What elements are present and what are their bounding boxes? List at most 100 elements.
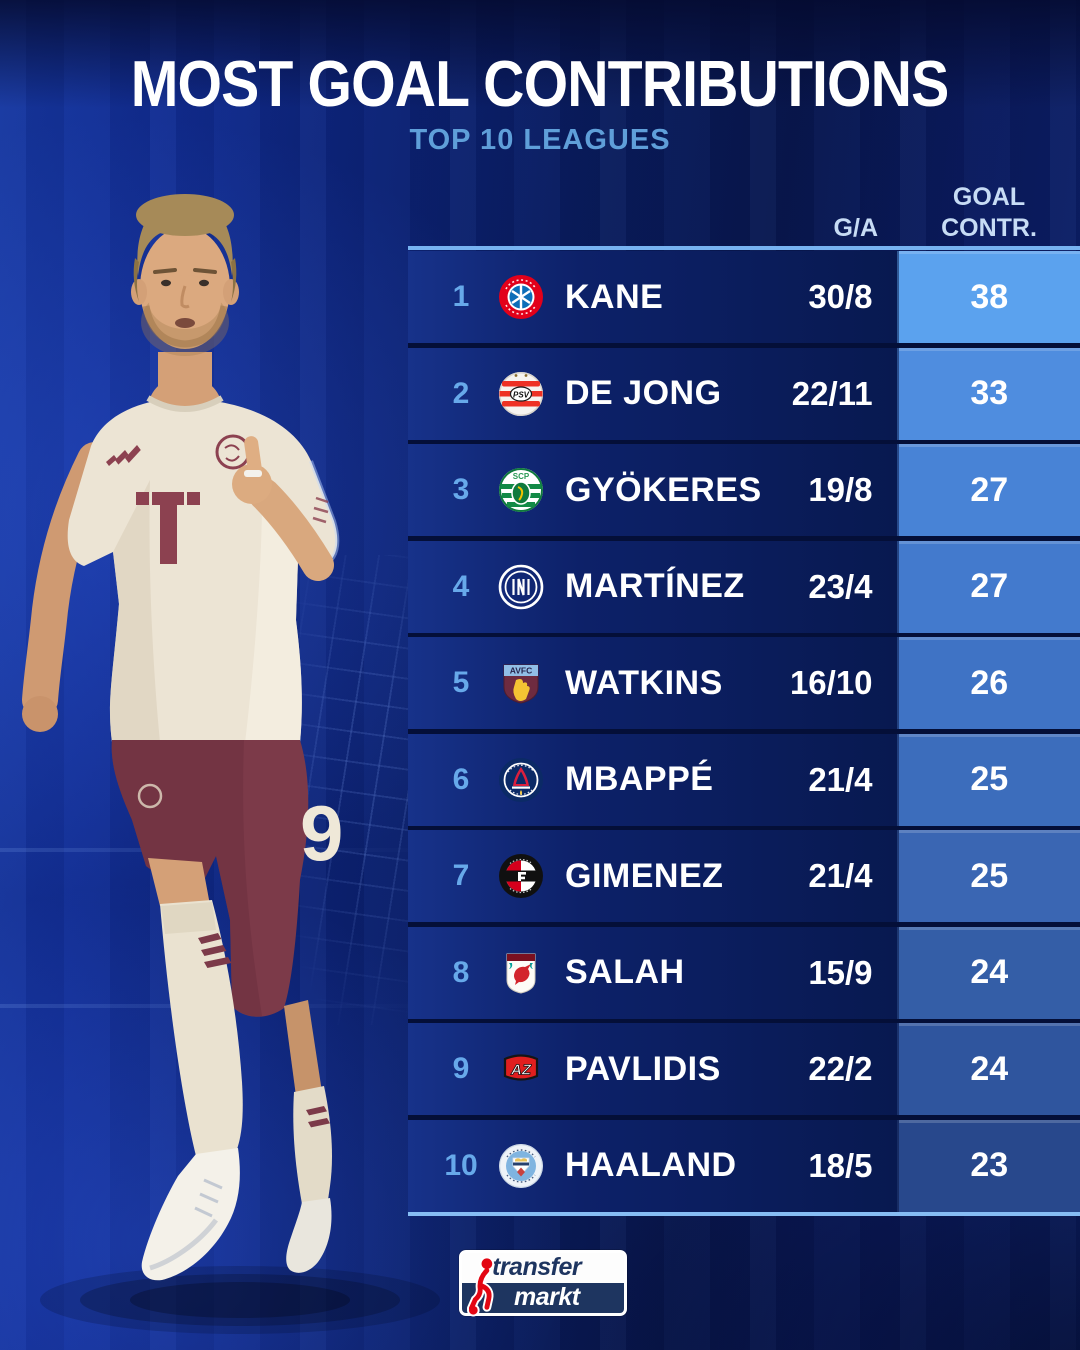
feyenoord-badge-icon	[498, 853, 544, 899]
player-name: GYÖKERES	[565, 470, 762, 509]
goal-contr-cell: 38	[896, 251, 1080, 343]
goal-contr-cell: 27	[896, 540, 1080, 633]
svg-text:SCP: SCP	[513, 472, 530, 481]
goal-contr-value: 38	[970, 277, 1009, 316]
table-row: 6 MBAPPÉ 21/4 25	[408, 733, 1080, 826]
shirt-number: 9	[300, 789, 343, 877]
goals-assists-value: 21/4	[808, 760, 873, 798]
goal-contr-cell: 24	[896, 1023, 1080, 1115]
rank-label: 9	[452, 1052, 470, 1085]
adidas-logo	[106, 445, 141, 466]
sporting-cp-badge-icon: SCP	[498, 467, 544, 513]
goal-contr-value: 27	[970, 567, 1009, 605]
aston-villa-badge-icon: AVFC	[498, 660, 544, 706]
goals-assists-value: 30/8	[808, 278, 873, 315]
bayern-munich-badge-icon	[498, 274, 544, 320]
page-title-text: MOST GOAL CONTRIBUTIONS	[131, 47, 950, 120]
player-name: DE JONG	[565, 374, 722, 412]
manchester-city-badge-icon	[498, 1143, 544, 1189]
table-row: 1 KANE 30/8 38	[408, 251, 1080, 343]
goal-contr-cell: 25	[896, 733, 1080, 826]
inter-milan-badge-icon	[498, 564, 544, 610]
player-name: GIMENEZ	[565, 856, 724, 895]
psg-badge-icon	[498, 757, 544, 803]
telekom-logo	[136, 492, 200, 564]
player-cell: 8 SALAH 15/9	[408, 926, 897, 1019]
az-alkmaar-badge-icon: AZ	[498, 1046, 544, 1092]
player-name: HAALAND	[565, 1146, 737, 1184]
svg-text:AZ: AZ	[510, 1062, 532, 1079]
pitch-line	[0, 848, 440, 852]
transfermarkt-player-icon	[467, 1256, 495, 1317]
table-row: 8 SALAH 15/9 24	[408, 926, 1080, 1019]
svg-text:AVFC: AVFC	[510, 666, 533, 676]
goal-contr-cell: 24	[896, 926, 1080, 1019]
goals-assists-value: 18/5	[808, 1146, 873, 1184]
goal-contr-cell: 27	[896, 444, 1080, 536]
table-row: 5 AVFC WATKINS 16/10 26	[408, 637, 1080, 729]
goal-contr-value: 24	[970, 1049, 1009, 1088]
goals-assists-value: 16/10	[789, 664, 873, 701]
goals-assists-value: 15/9	[808, 953, 873, 991]
table-row: 4 MARTÍNEZ 23/4 27	[408, 540, 1080, 633]
rank-label: 1	[452, 280, 470, 313]
rank-label: 7	[452, 859, 470, 892]
table-row: 7 GIMENEZ 21/4 25	[408, 830, 1080, 922]
psv-badge-icon: PSV	[498, 371, 544, 417]
goal-contr-value: 25	[970, 760, 1009, 798]
player-cell: 6 MBAPPÉ 21/4	[408, 733, 897, 826]
goal-contr-cell: 26	[896, 637, 1080, 729]
rank-label: 10	[444, 1148, 478, 1182]
table-row: 3 SCP GYÖKERES 19/8 27	[408, 444, 1080, 536]
bayern-crest-outline	[215, 434, 251, 470]
rank-label: 5	[452, 666, 470, 699]
player-cell: 3 SCP GYÖKERES 19/8	[408, 444, 897, 536]
table-top-border	[408, 246, 1080, 250]
svg-text:PSV: PSV	[513, 390, 530, 399]
player-name: SALAH	[565, 953, 685, 991]
column-header-goal-contr: GOAL CONTR.	[898, 182, 1080, 244]
ground-shadow	[40, 1266, 440, 1334]
rank-label: 3	[452, 473, 470, 506]
goal-contr-value: 24	[970, 953, 1009, 991]
goals-assists-value: 19/8	[808, 471, 873, 508]
goals-assists-value: 23/4	[808, 567, 873, 605]
table-row: 10 HAALAND 18/5 23	[408, 1119, 1080, 1212]
leaderboard-table: 1 KANE 30/8 38 2 PSV DE JONG 22/11 33 3 …	[408, 251, 1080, 1212]
player-name: KANE	[565, 277, 664, 316]
player-cell: 9 AZ PAVLIDIS 22/2	[408, 1023, 897, 1115]
rank-label: 4	[452, 569, 470, 603]
player-cell: 7 GIMENEZ 21/4	[408, 830, 897, 922]
pitch-line	[0, 1004, 430, 1008]
goals-assists-value: 22/11	[791, 374, 873, 412]
player-name: PAVLIDIS	[565, 1049, 721, 1088]
page-title: MOST GOAL CONTRIBUTIONS	[0, 46, 1080, 121]
player-cell: 1 KANE 30/8	[408, 251, 897, 343]
player-name: MBAPPÉ	[565, 760, 714, 798]
transfermarkt-logo: transfer markt	[459, 1250, 627, 1317]
player-head	[131, 194, 239, 356]
player-cell: 4 MARTÍNEZ 23/4	[408, 540, 897, 633]
column-header-ga: G/A	[833, 214, 878, 242]
player-cell: 10 HAALAND 18/5	[408, 1119, 897, 1212]
rank-label: 2	[452, 376, 470, 410]
goal-contr-value: 33	[970, 374, 1009, 412]
rank-label: 6	[452, 762, 470, 796]
player-name: WATKINS	[565, 663, 723, 702]
player-name: MARTÍNEZ	[565, 567, 745, 605]
goal-contr-value: 25	[970, 856, 1009, 895]
goal-contr-cell: 23	[896, 1119, 1080, 1212]
player-cell: 2 PSV DE JONG 22/11	[408, 347, 897, 440]
rank-label: 8	[452, 955, 470, 989]
player-cell: 5 AVFC WATKINS 16/10	[408, 637, 897, 729]
goals-assists-value: 21/4	[808, 857, 873, 894]
liverpool-badge-icon	[498, 950, 544, 996]
goal-contr-cell: 25	[896, 830, 1080, 922]
goal-contr-cell: 33	[896, 347, 1080, 440]
table-bottom-border	[408, 1212, 1080, 1216]
column-header-goal: GOAL	[952, 183, 1026, 211]
goal-contr-value: 26	[970, 663, 1009, 702]
goal-contr-value: 27	[970, 470, 1009, 509]
goals-assists-value: 22/2	[808, 1050, 873, 1087]
